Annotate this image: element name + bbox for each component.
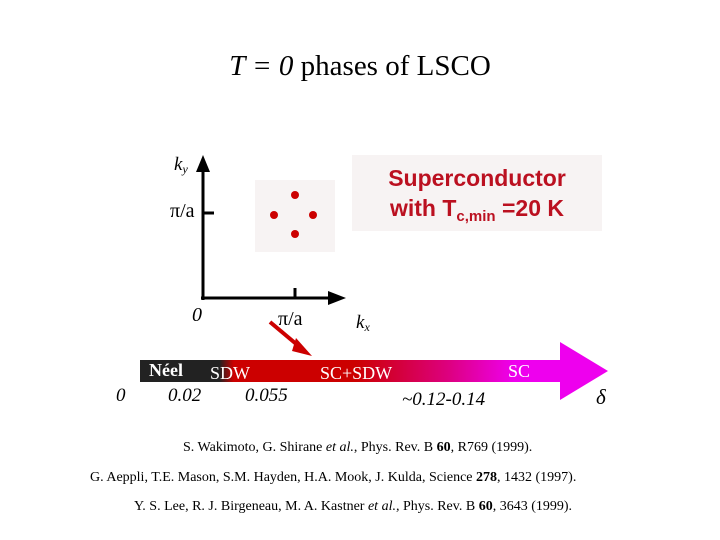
superconductor-line1: Superconductor: [388, 165, 566, 191]
peak-dot-right: [309, 211, 317, 219]
slide-title: T = 0 phases of LSCO: [229, 50, 491, 82]
peak-dot-bottom: [291, 230, 299, 238]
x-tick-label: π/a: [278, 308, 303, 330]
peak-dot-left: [270, 211, 278, 219]
reference-2: G. Aeppli, T.E. Mason, S.M. Hayden, H.A.…: [90, 470, 577, 485]
kx-axis-label: kx: [356, 312, 370, 334]
y-tick-label: π/a: [170, 200, 195, 222]
phase-label-sc: SC: [508, 361, 531, 381]
ky-axis-arrowhead: [196, 155, 210, 172]
inset-origin-label: 0: [192, 304, 202, 326]
reference-3: Y. S. Lee, R. J. Birgeneau, M. A. Kastne…: [134, 499, 573, 514]
doping-tick-0: 0: [116, 385, 126, 406]
superconductor-box: Superconductor with Tc,min =20 K: [352, 155, 602, 231]
reference-1: S. Wakimoto, G. Shirane et al., Phys. Re…: [183, 440, 533, 455]
doping-axis-symbol: δ: [596, 385, 606, 409]
phase-label-sdw: SDW: [210, 363, 250, 383]
superconductor-line2: with Tc,min =20 K: [389, 195, 565, 225]
doping-tick-1: 0.02: [168, 385, 202, 406]
peak-region: [255, 180, 335, 252]
doping-tick-2: 0.055: [245, 385, 288, 406]
doping-tick-3: ~0.12-0.14: [402, 389, 486, 410]
ky-axis-label: ky: [174, 154, 188, 176]
phase-label-sc-sdw: SC+SDW: [320, 363, 393, 383]
peak-dot-top: [291, 191, 299, 199]
kx-axis-arrowhead: [328, 291, 346, 305]
doping-phase-bar: [140, 342, 608, 400]
phase-label-neel: Néel: [147, 360, 185, 381]
pointer-arrow-head: [292, 338, 312, 356]
